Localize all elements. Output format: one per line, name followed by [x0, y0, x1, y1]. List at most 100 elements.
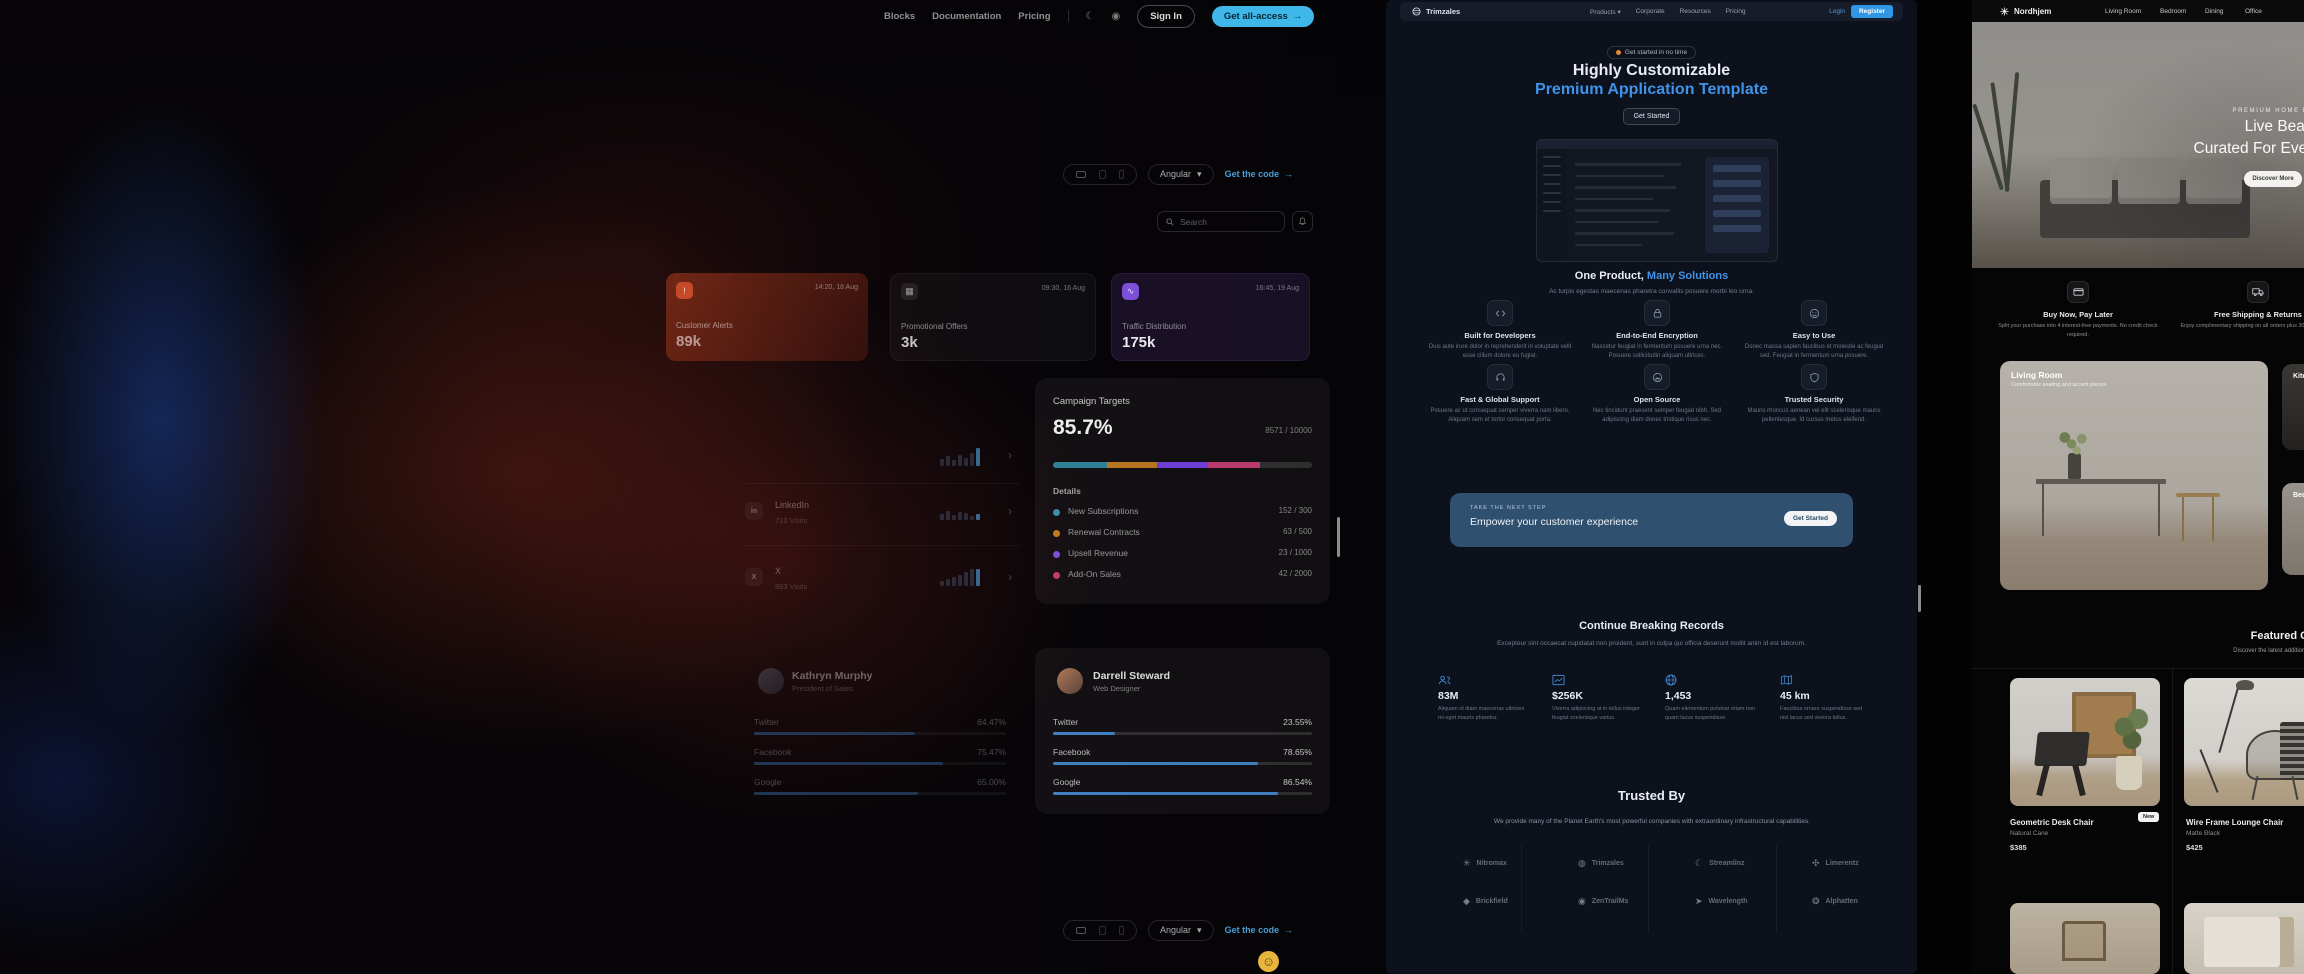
cta-get-started-button[interactable]: Get Started — [1783, 511, 1837, 526]
row-divider — [745, 545, 1020, 546]
legend-dot — [1053, 530, 1060, 537]
product-image-partial[interactable] — [2010, 903, 2160, 974]
stat-card-alerts[interactable]: ! 14:20, 18 Aug Customer Alerts 89k — [666, 273, 868, 361]
stat-card-time: 09:30, 16 Aug — [1041, 285, 1085, 292]
feature-desc: Donec massa sapien faucibus et molestie … — [1744, 344, 1884, 360]
metric-bar — [754, 732, 1006, 735]
side-table-shape — [2176, 493, 2220, 497]
nav-link-bedroom[interactable]: Bedroom — [2160, 7, 2187, 15]
trusted-title: Trusted By — [1617, 788, 1686, 803]
logo-icon: ❂ — [1812, 896, 1820, 906]
stat-revenue: $256K Viverra adipiscing at in tellus in… — [1552, 674, 1652, 723]
desktop-view-icon[interactable] — [1076, 170, 1086, 178]
metric-label: Facebook — [1053, 747, 1091, 757]
scrollbar-thumb[interactable] — [1337, 517, 1340, 557]
lamp-leg-shape — [2199, 749, 2219, 793]
stat-card-title: Customer Alerts — [676, 321, 733, 330]
nav-link-dining[interactable]: Dining — [2205, 7, 2224, 15]
side-table-leg — [2182, 497, 2184, 541]
product-image-desk-chair[interactable] — [2010, 678, 2160, 806]
stat-card-traffic[interactable]: ∿ 16:45, 19 Aug Traffic Distribution 175… — [1111, 273, 1310, 361]
hero-title-line2: Premium Application Template — [1535, 81, 1768, 98]
nav-link-office[interactable]: Office — [2245, 7, 2262, 15]
nav-link-products[interactable]: Products ▾ — [1590, 8, 1621, 16]
nav-link-corporate[interactable]: Corporate — [1635, 7, 1665, 15]
badge-label: Get started in no time — [1624, 49, 1688, 56]
discover-more-button[interactable]: Discover More — [2244, 171, 2302, 187]
category-card-kitchen[interactable]: Kitchen — [2282, 364, 2304, 450]
metric-value: 75.47% — [977, 747, 1006, 757]
profile-name: Kathryn Murphy — [792, 670, 873, 682]
framework-select[interactable]: Angular ▾ — [1148, 919, 1214, 941]
mobile-view-icon[interactable] — [1119, 169, 1124, 179]
nav-link-blocks[interactable]: Blocks — [884, 10, 916, 22]
feature-free-shipping: Free Shipping & Returns Enjoy compliment… — [2178, 281, 2304, 331]
template-brand[interactable]: Trimzales — [1412, 7, 1460, 16]
chair-leg-shape — [2036, 763, 2050, 797]
channel-row[interactable]: › — [705, 428, 1020, 484]
feature-title: Buy Now, Pay Later — [2043, 310, 2113, 319]
gallery-divider-horizontal — [1972, 668, 2304, 669]
hero-badge: Get started in no time — [1386, 46, 1917, 59]
get-the-code-link-top[interactable]: Get the code → — [1225, 169, 1294, 179]
stat-value: 1,453 — [1665, 690, 1692, 702]
grid-divider — [1648, 845, 1649, 933]
nav-link-living-room[interactable]: Living Room — [2105, 7, 2142, 15]
shop-brand[interactable]: Nordhjem — [2000, 7, 2051, 16]
sign-in-button[interactable]: Sign In — [1137, 4, 1195, 28]
get-started-button[interactable]: Get Started — [1622, 108, 1681, 125]
metric-value: 64.47% — [977, 717, 1006, 727]
category-card-bedroom[interactable]: Bedroom — [2282, 483, 2304, 575]
nav-link-pricing[interactable]: Pricing — [1018, 10, 1051, 22]
tablet-view-icon[interactable] — [1099, 925, 1106, 935]
get-the-code-link-bottom[interactable]: Get the code → — [1225, 925, 1294, 935]
device-toggle-group — [1063, 919, 1137, 941]
cta-eyebrow: TAKE THE NEXT STEP — [1470, 505, 1547, 511]
get-all-access-button[interactable]: Get all-access → — [1211, 5, 1315, 27]
search-input[interactable]: Search — [1157, 211, 1285, 232]
chart-icon — [1552, 674, 1565, 686]
trusted-logo: ❂ Alphatten — [1812, 896, 1858, 906]
feature-title: Open Source — [1633, 395, 1681, 404]
nav-link-documentation[interactable]: Documentation — [932, 10, 1002, 22]
bright-room-shape — [2204, 917, 2294, 967]
get-code-label: Get the code — [1224, 169, 1280, 179]
trusted-logo: ◍ Trimzales — [1578, 858, 1624, 868]
wooden-chair-shape — [2062, 921, 2106, 961]
channel-row-x[interactable]: X X 893 Visits › — [705, 556, 1020, 612]
preview-toolbar-bottom: Angular ▾ Get the code → — [1063, 918, 1329, 942]
nav-link-resources[interactable]: Resources — [1679, 7, 1711, 15]
desktop-view-icon[interactable] — [1076, 926, 1086, 934]
stat-card-promotions[interactable]: ▦ 09:30, 16 Aug Promotional Offers 3k — [890, 273, 1096, 361]
category-card-living-room[interactable]: Living Room Comfortable seating and acce… — [2000, 361, 2268, 590]
hero-title-line2: Curated For Every Day — [2193, 140, 2304, 158]
product-image-lounge-chair[interactable] — [2184, 678, 2304, 806]
template-site-panel: Trimzales Products ▾ Corporate Resources… — [1386, 0, 1917, 974]
channel-row-linkedin[interactable]: in LinkedIn 712 Visits › — [705, 490, 1020, 546]
activity-icon: ∿ — [1122, 283, 1139, 300]
table-leg-shape — [2042, 484, 2044, 536]
console-table-shape — [2036, 479, 2166, 484]
brand-name: Nordhjem — [2014, 6, 2052, 16]
tablet-view-icon[interactable] — [1099, 169, 1106, 179]
logo-icon: ◍ — [1578, 858, 1586, 868]
metric-label: Twitter — [754, 717, 780, 727]
register-button[interactable]: Register — [1850, 5, 1893, 18]
scrollbar-thumb[interactable] — [1918, 585, 1921, 612]
nav-link-pricing[interactable]: Pricing — [1725, 7, 1746, 15]
theme-moon-icon[interactable]: ☾ — [1085, 10, 1095, 22]
app-screenshot-mockup — [1536, 139, 1778, 262]
login-link[interactable]: Login — [1829, 8, 1845, 15]
product-image-partial[interactable] — [2184, 903, 2304, 974]
framework-value: Angular — [1160, 169, 1192, 179]
row-divider — [745, 483, 1020, 484]
framework-select[interactable]: Angular ▾ — [1148, 163, 1214, 185]
feature-title: Fast & Global Support — [1460, 395, 1540, 404]
category-title: Kitchen — [2293, 373, 2304, 380]
locale-icon[interactable]: ◉ — [1111, 10, 1121, 22]
panel-title: Campaign Targets — [1053, 396, 1130, 407]
notifications-button[interactable] — [1292, 211, 1313, 232]
profile-card-kathryn: Kathryn Murphy President of Sales Twitte… — [740, 648, 1020, 814]
mobile-view-icon[interactable] — [1119, 925, 1124, 935]
vase-shape — [2068, 453, 2081, 479]
